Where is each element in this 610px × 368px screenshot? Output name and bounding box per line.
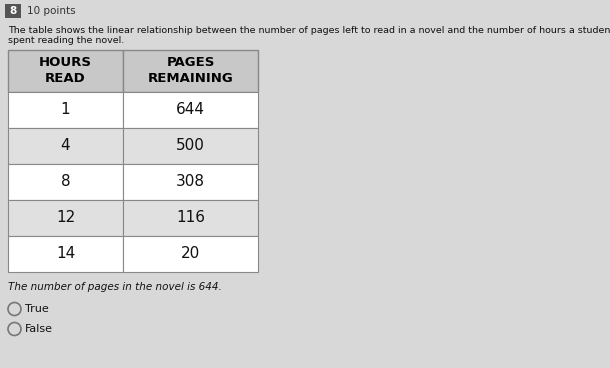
Bar [123,236,258,272]
Bar [8,50,123,92]
Bar [8,92,123,128]
Text: 14: 14 [56,247,75,262]
Bar [8,200,123,236]
Text: 500: 500 [176,138,205,153]
Bar [123,200,258,236]
Text: 12: 12 [56,210,75,226]
Bar [123,92,258,128]
Text: 8: 8 [60,174,70,190]
Text: 20: 20 [181,247,200,262]
Bar [123,164,258,200]
Text: False: False [25,324,53,334]
FancyBboxPatch shape [5,4,21,18]
Text: 1: 1 [60,103,70,117]
Bar [8,236,123,272]
Bar [123,128,258,164]
Bar [8,128,123,164]
Text: The number of pages in the novel is 644.: The number of pages in the novel is 644. [8,282,222,292]
Text: 116: 116 [176,210,205,226]
Text: 308: 308 [176,174,205,190]
Text: 8: 8 [9,6,16,16]
Bar [123,50,258,92]
Bar [8,164,123,200]
Text: The table shows the linear relationship between the number of pages left to read: The table shows the linear relationship … [8,26,610,35]
Text: spent reading the novel.: spent reading the novel. [8,36,124,45]
Text: 644: 644 [176,103,205,117]
Text: True: True [25,304,49,314]
Text: PAGES
REMAINING: PAGES REMAINING [148,57,234,85]
Text: HOURS
READ: HOURS READ [39,57,92,85]
Text: 10 points: 10 points [27,6,76,16]
Text: 4: 4 [60,138,70,153]
